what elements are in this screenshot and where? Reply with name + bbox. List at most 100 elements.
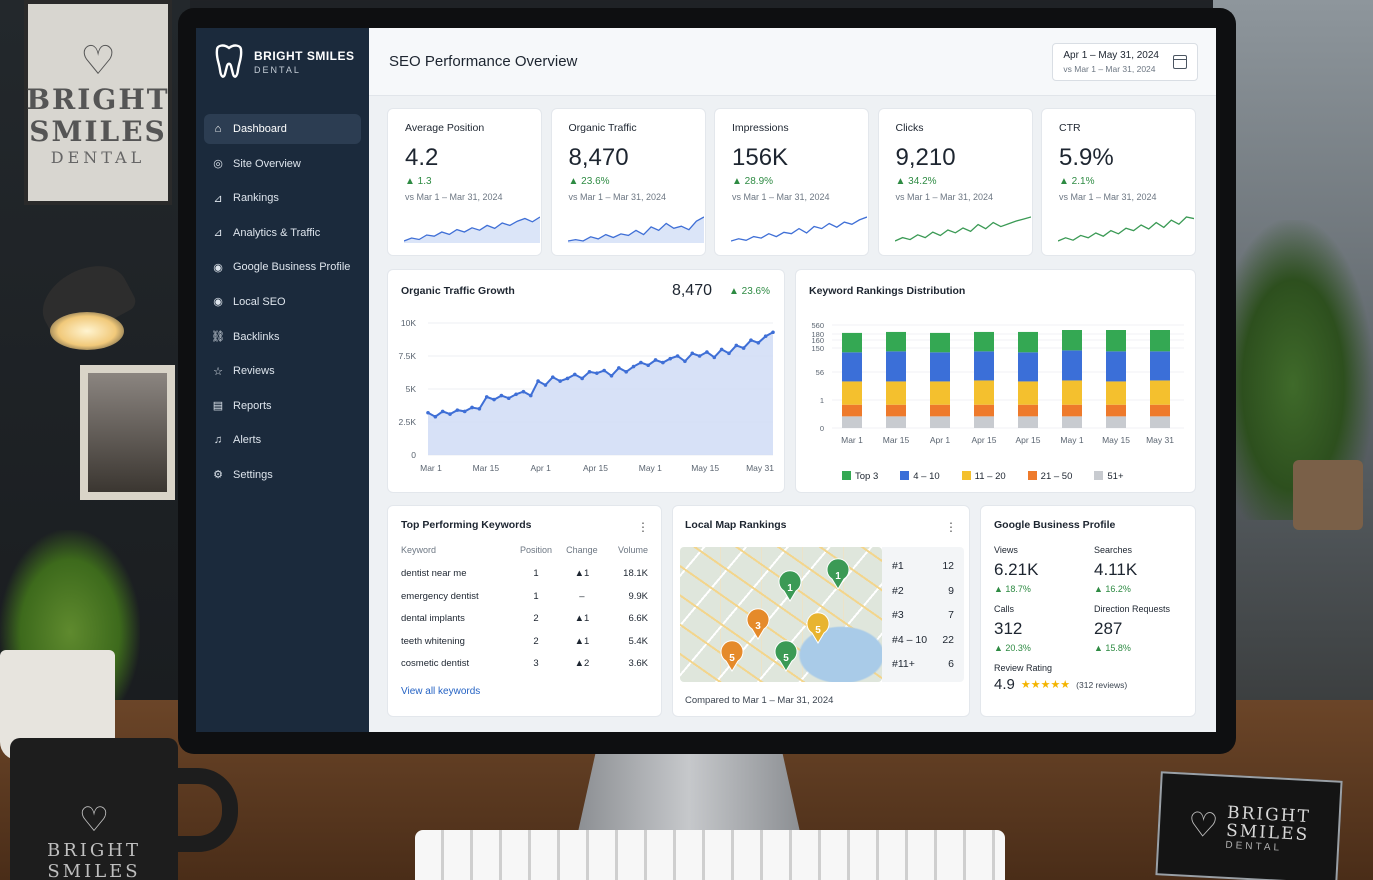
sidebar-item-analytics-traffic[interactable]: ⊿ Analytics & Traffic [204,218,361,248]
sidebar-item-reports[interactable]: ▤ Reports [204,391,361,421]
map-pin[interactable]: 5 [720,640,744,672]
map-pin[interactable]: 1 [778,570,802,602]
more-options-icon[interactable]: ⋮ [945,520,957,534]
map-rank-count: 22 [942,633,954,646]
desk-lamp [10,230,139,350]
gbp-stat-label: Calls [994,604,1015,614]
x-tick-label: Mar 15 [883,435,910,445]
traffic-point [521,389,526,394]
sidebar-item-label: Google Business Profile [233,261,351,274]
date-range-label: Apr 1 – May 31, 2024 [1063,49,1159,61]
traffic-point [499,393,504,398]
traffic-point [536,379,540,383]
chart-legend: Top 3 4 – 10 11 – 20 21 – 50 51+ [842,471,1124,482]
x-tick-label: May 31 [1146,435,1174,445]
sidebar: BRIGHT SMILES DENTAL ⌂ Dashboard ◎ Site Ove… [196,28,369,732]
sidebar-item-label: Rankings [233,192,279,205]
date-range-picker[interactable]: Apr 1 – May 31, 2024 vs Mar 1 – Mar 31, … [1052,42,1198,81]
bar-segment [1150,351,1170,381]
sidebar-item-settings[interactable]: ⚙ Settings [204,460,361,490]
x-tick-label: Mar 1 [420,463,442,473]
position-cell: 2 [533,613,539,625]
table-row[interactable]: teeth whitening 2 ▲1 5.4K [401,631,648,654]
sidebar-item-label: Reports [233,399,272,412]
gbp-stat-value: 312 [994,619,1023,638]
sidebar-item-site-overview[interactable]: ◎ Site Overview [204,149,361,179]
gbp-stat: Calls 312 ▲ 20.3% [994,604,1094,653]
bar-segment [1150,380,1170,405]
y-tick-label: 150 [811,344,824,353]
sidebar-item-label: Local SEO [233,295,286,308]
traffic-line [427,331,774,418]
legend-swatch [1094,471,1104,480]
column-header: Volume [617,545,648,555]
coffee-mug: ♡ BRIGHT SMILES [10,738,178,880]
map-pin[interactable]: 3 [746,608,770,640]
sidebar-item-alerts[interactable]: ♫ Alerts [204,425,361,455]
table-row[interactable]: cosmetic dentist 3 ▲2 3.6K [401,653,648,676]
map-rank-label: #3 [892,609,904,622]
kpi-card: Impressions 156K ▲ 28.9% vs Mar 1 – Mar 31,… [714,108,869,256]
bar-segment [1106,381,1126,405]
gear-icon: ⚙ [213,469,223,482]
wall-poster: ♡ BRIGHT SMILES DENTAL [24,0,172,205]
bar-segment [1150,404,1170,417]
keyword-rankings-title: Keyword Rankings Distribution [809,285,966,297]
gbp-stat-value: 6.21K [994,560,1039,579]
kpi-value: 156K [732,144,789,171]
bar-segment [886,381,906,405]
traffic-point [550,375,555,379]
map-pin[interactable]: 5 [806,612,830,644]
kpi-delta: ▲ 1.3 [405,176,432,187]
map-pin[interactable]: 5 [774,640,798,672]
kpi-delta: ▲ 34.2% [895,176,937,187]
table-row[interactable]: emergency dentist 1 – 9.9K [401,586,648,609]
map-view[interactable]: 1 1 3 5 5 5 [680,547,882,682]
sparkline-line [1058,216,1194,242]
bar-segment [842,416,862,428]
traffic-point [565,376,570,381]
kpi-value: 4.2 [405,144,439,171]
gbp-stat-delta: ▲ 16.2% [1094,584,1131,594]
view-all-keywords-link[interactable]: View all keywords [401,685,481,697]
mug-line: SMILES [47,861,141,880]
sidebar-item-backlinks[interactable]: ⛓ Backlinks [204,322,361,352]
gbp-stat-delta: ▲ 20.3% [994,643,1031,653]
map-rank-count: 7 [948,609,954,622]
table-row[interactable]: dental implants 2 ▲1 6.6K [401,608,648,631]
y-tick-label: 180 [811,330,824,339]
more-options-icon[interactable]: ⋮ [637,520,649,534]
map-rank-row: #3 7 [892,603,954,628]
sidebar-item-reviews[interactable]: ☆ Reviews [204,356,361,386]
traffic-point [426,410,430,415]
table-row[interactable]: dentist near me 1 ▲1 18.1K [401,563,648,586]
bar-segment [886,416,906,428]
map-pin[interactable]: 1 [826,558,850,590]
traffic-point [462,409,467,414]
bar-segment [1150,330,1170,352]
calendar-icon[interactable] [1173,54,1187,69]
map-rank-count: 9 [948,584,954,597]
sidebar-item-rankings[interactable]: ⊿ Rankings [204,183,361,213]
poster-line: BRIGHT [26,83,170,116]
sidebar-item-dashboard[interactable]: ⌂ Dashboard [204,114,361,144]
y-tick-label: 0 [820,424,824,433]
kpi-delta: ▲ 2.1% [1059,176,1095,187]
sidebar-item-local-seo[interactable]: ◉ Local SEO [204,287,361,317]
gbp-stat-delta: ▲ 15.8% [1094,643,1131,653]
poster-line: DENTAL [50,148,146,167]
map-pin-label: 5 [729,653,735,664]
map-rank-label: #2 [892,584,904,597]
review-count: (312 reviews) [1076,679,1128,690]
traffic-point [514,392,518,397]
sidebar-item-google-business-profile[interactable]: ◉ Google Business Profile [204,252,361,282]
brand[interactable]: BRIGHT SMILES DENTAL [204,44,361,114]
kpi-compare: vs Mar 1 – Mar 31, 2024 [568,192,667,202]
change-cell: ▲2 [574,658,590,670]
legend-label: 21 – 50 [1040,471,1073,482]
bar-segment [842,332,862,353]
bar-segment [1018,352,1038,382]
business-card-stand: ♡ BRIGHT SMILES DENTAL [1155,771,1343,880]
map-rank-row: #1 12 [892,554,954,579]
sparkline-area [404,217,540,243]
